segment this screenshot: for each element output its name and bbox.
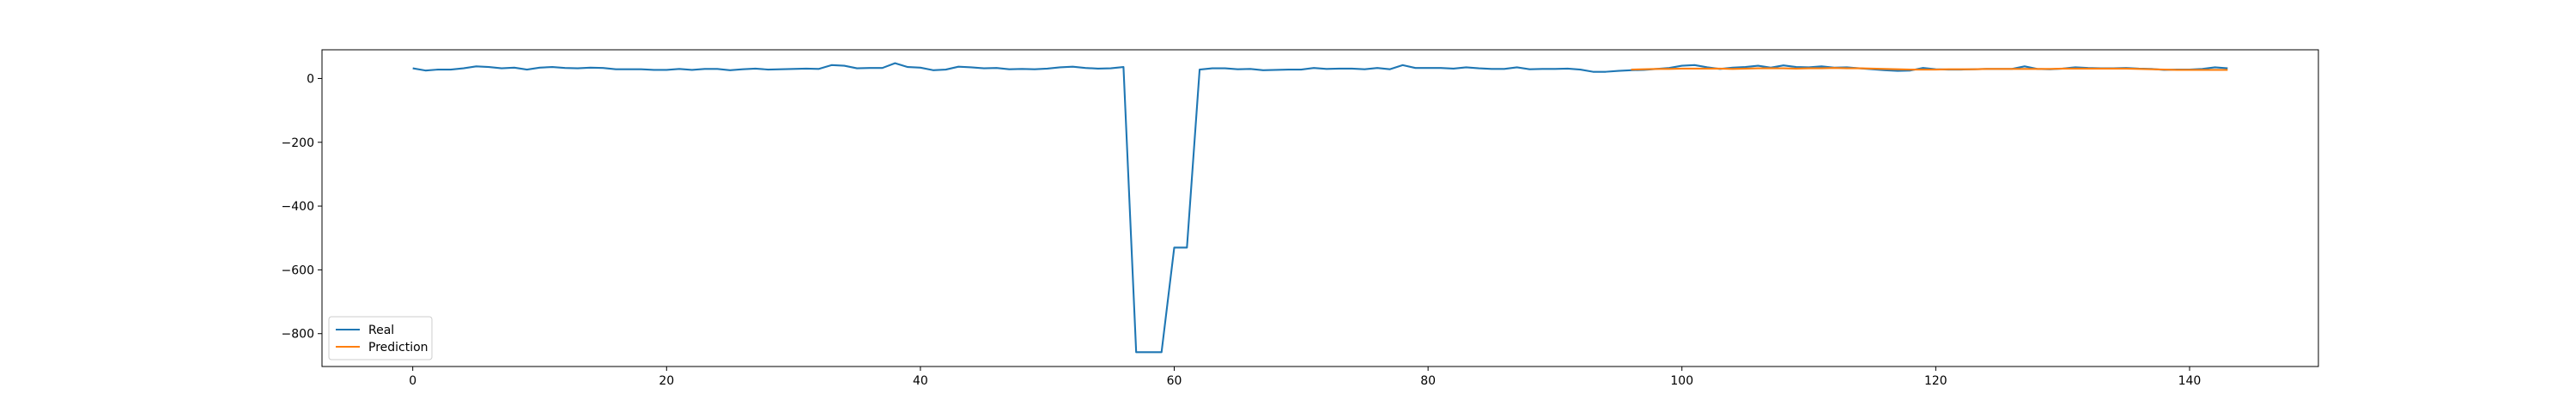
series-line	[1631, 67, 2228, 71]
y-tick-label: −200	[282, 136, 314, 150]
y-tick-label: 0	[307, 72, 314, 86]
x-tick-label: 40	[913, 374, 928, 388]
series-line	[412, 62, 2228, 354]
y-tick-label: −800	[282, 328, 314, 342]
legend-label: Prediction	[368, 341, 428, 354]
x-tick-label: 60	[1167, 374, 1182, 388]
x-tick-label: 140	[2178, 374, 2202, 388]
legend-label: Real	[368, 324, 394, 337]
x-tick-label: 0	[409, 374, 416, 388]
y-tick-label: −400	[282, 200, 314, 214]
x-tick-label: 120	[1924, 374, 1947, 388]
x-tick-label: 20	[659, 374, 674, 388]
y-tick-label: −600	[282, 264, 314, 277]
x-tick-label: 80	[1420, 374, 1436, 388]
plot-frame	[321, 49, 2319, 367]
legend-box	[328, 316, 433, 360]
x-tick-label: 100	[1670, 374, 1693, 388]
